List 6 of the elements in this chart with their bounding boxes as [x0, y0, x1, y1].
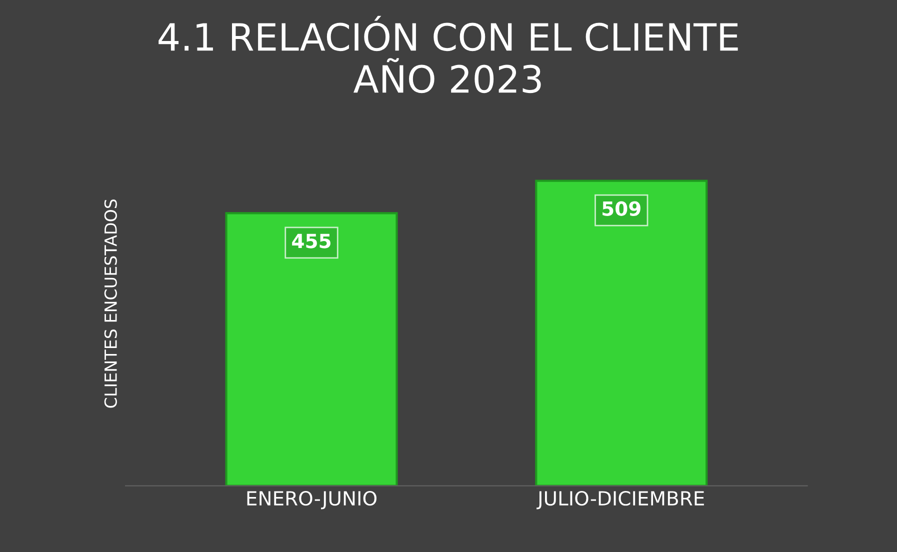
data-label: 509: [602, 201, 640, 216]
x-tick-label: JULIO-DICIEMBRE: [536, 490, 704, 510]
data-label: 455: [292, 234, 330, 248]
y-axis-title: CLIENTES ENCUESTADOS: [104, 199, 117, 408]
chart-title: 4.1 RELACIÓN CON EL CLIENTE AÑO 2023: [158, 16, 738, 94]
x-tick-label: ENERO-JUNIO: [247, 490, 376, 510]
